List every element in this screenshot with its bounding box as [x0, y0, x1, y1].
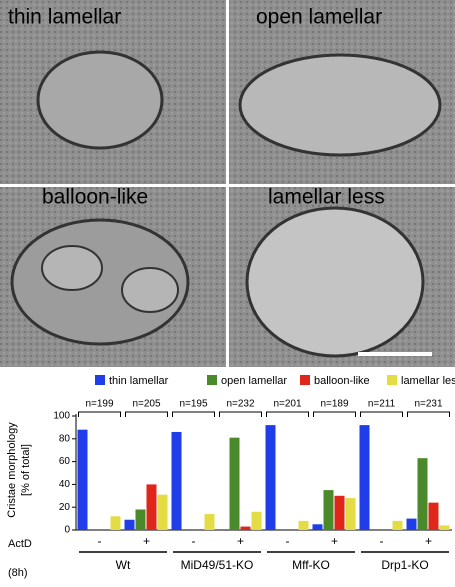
bar — [146, 484, 157, 530]
n-label: n=231 — [414, 399, 443, 410]
x-tick-label: - — [380, 534, 384, 548]
micrograph-grid: thin lamellar open lamellar balloon-like… — [0, 0, 455, 367]
y-tick-label: 20 — [59, 502, 71, 513]
n-bracket — [407, 411, 450, 417]
legend-swatch — [207, 375, 217, 385]
crista — [41, 245, 103, 291]
bar — [265, 425, 276, 530]
y-tick-label: 0 — [64, 525, 70, 536]
legend-swatch — [387, 375, 397, 385]
group-label: Wt — [116, 558, 131, 572]
n-label: n=195 — [179, 399, 208, 410]
x-tick-label: - — [192, 534, 196, 548]
panel-label: balloon-like — [42, 186, 148, 209]
y-axis-label: [% of total] — [20, 444, 32, 496]
y-tick-label: 40 — [59, 479, 71, 490]
y-tick-label: 60 — [59, 456, 71, 467]
legend-swatch — [300, 375, 310, 385]
n-bracket — [219, 411, 262, 417]
group-label: Drp1-KO — [381, 558, 428, 572]
bar — [124, 519, 135, 530]
n-bracket — [125, 411, 168, 417]
n-bracket — [172, 411, 215, 417]
n-bracket — [266, 411, 309, 417]
n-label: n=201 — [273, 399, 302, 410]
bar — [77, 429, 88, 530]
x-tick-label: - — [98, 534, 102, 548]
x-tick-label: + — [425, 534, 432, 548]
n-label: n=199 — [85, 399, 114, 410]
n-label: n=211 — [368, 399, 396, 410]
legend-label: thin lamellar — [109, 375, 169, 387]
x-tick-label: + — [237, 534, 244, 548]
bar — [323, 490, 334, 530]
y-tick-label: 100 — [53, 411, 70, 422]
n-bracket — [360, 411, 403, 417]
bar — [251, 511, 262, 530]
row-label: (8h) — [8, 567, 28, 579]
mitochondrion — [238, 53, 442, 157]
bar — [312, 524, 323, 530]
legend-swatch — [95, 375, 105, 385]
bar — [204, 514, 215, 530]
bar — [392, 520, 403, 530]
group-label: Mff-KO — [292, 558, 330, 572]
bar — [359, 425, 370, 530]
panel-label: lamellar less — [268, 186, 385, 209]
n-label: n=205 — [132, 399, 161, 410]
bar — [345, 498, 356, 530]
n-bracket — [313, 411, 356, 417]
panel-label: thin lamellar — [8, 6, 121, 29]
bar — [406, 518, 417, 530]
mitochondrion — [245, 206, 425, 358]
bar — [135, 509, 146, 530]
group-label: MiD49/51-KO — [181, 558, 254, 572]
bar — [439, 525, 450, 530]
y-axis-label: Cristae morphology — [6, 422, 18, 518]
bar — [417, 458, 428, 530]
bar — [240, 526, 251, 530]
panel-label: open lamellar — [256, 6, 382, 29]
bar — [334, 495, 345, 530]
bar — [157, 494, 168, 530]
bar — [171, 431, 182, 530]
y-tick-label: 80 — [59, 433, 71, 444]
mitochondrion — [36, 50, 164, 150]
bar — [229, 437, 240, 530]
bar — [110, 516, 121, 530]
row-label: ActD — [8, 538, 32, 550]
x-tick-label: + — [331, 534, 338, 548]
crista — [121, 267, 179, 313]
bar — [428, 502, 439, 530]
n-bracket — [78, 411, 121, 417]
legend-label: open lamellar — [221, 375, 287, 387]
legend-label: lamellar less — [401, 375, 455, 387]
bar — [298, 520, 309, 530]
x-tick-label: - — [286, 534, 290, 548]
n-label: n=232 — [226, 399, 255, 410]
legend-label: balloon-like — [314, 375, 370, 387]
x-tick-label: + — [143, 534, 150, 548]
n-label: n=189 — [320, 399, 349, 410]
